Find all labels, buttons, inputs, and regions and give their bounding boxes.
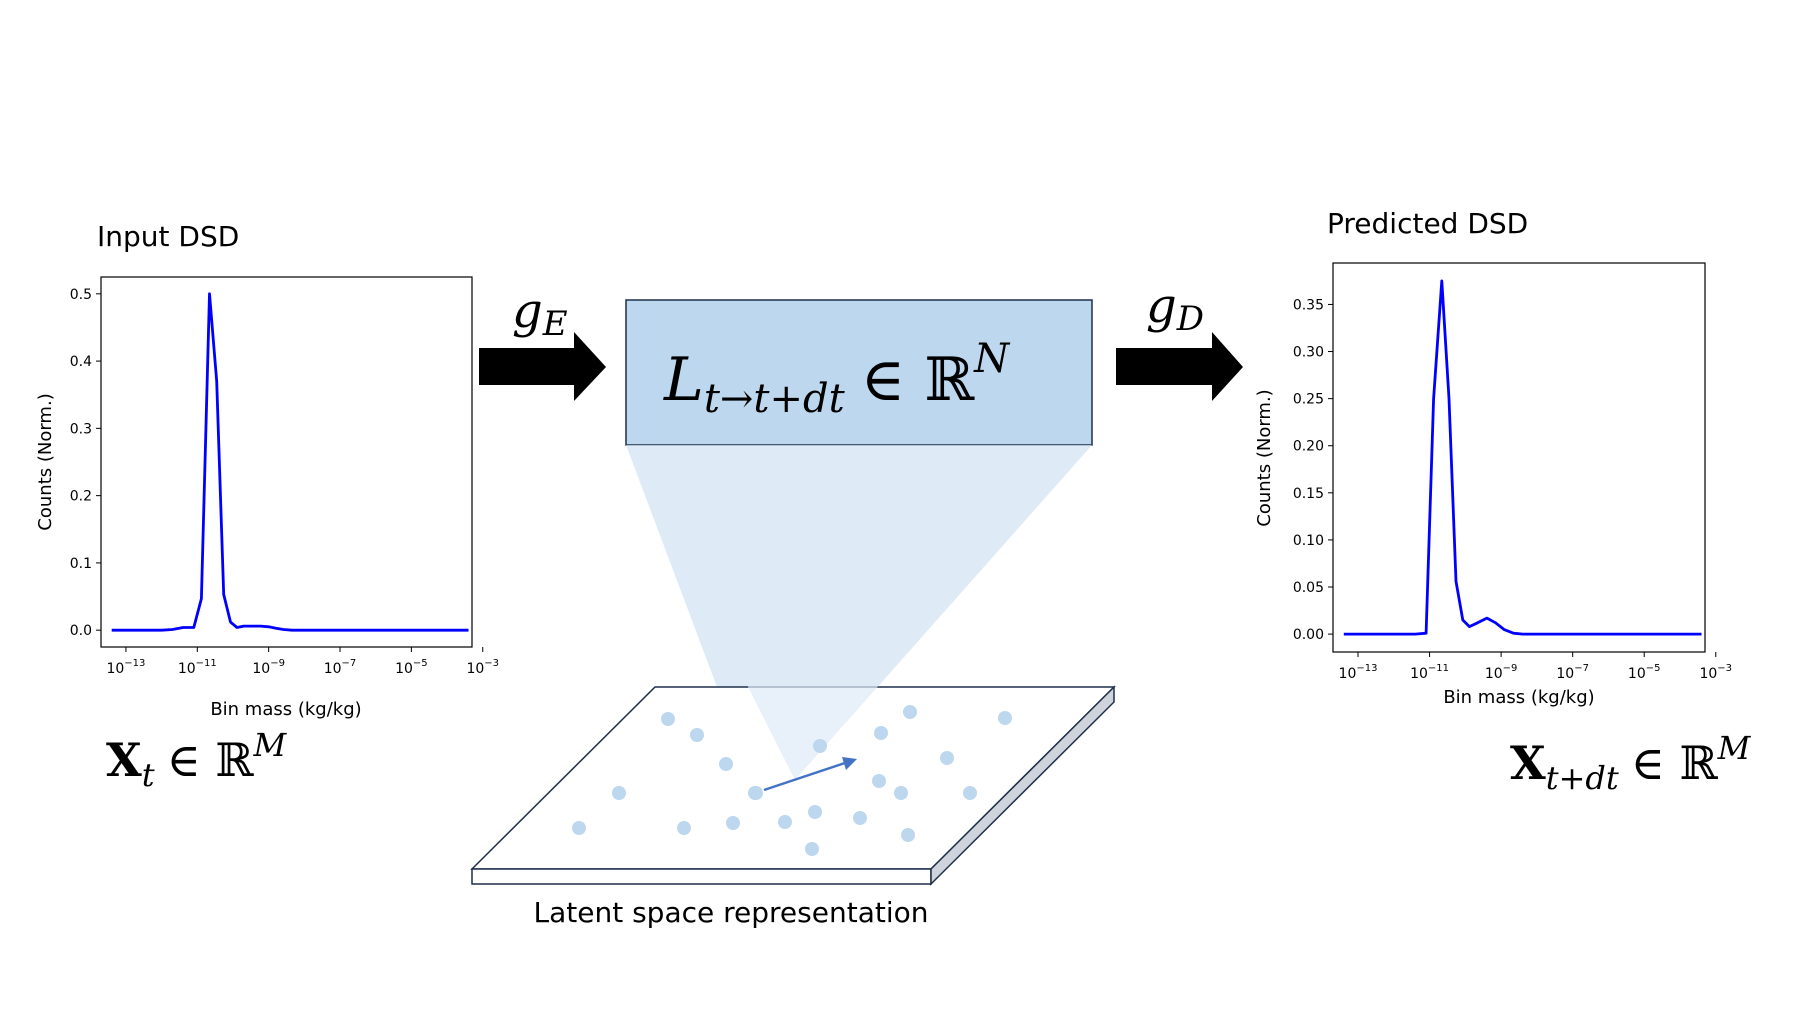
x-tick-label: 10−7 bbox=[324, 658, 357, 677]
latent-symbol-sub: t→t+dt bbox=[704, 376, 846, 422]
x-tick-label: 10−13 bbox=[1339, 663, 1378, 682]
latent-point bbox=[661, 712, 675, 726]
latent-point bbox=[903, 705, 917, 719]
x-tick-label: 10−11 bbox=[1410, 663, 1449, 682]
y-tick-label: 0.00 bbox=[1293, 627, 1324, 643]
input-symbol-in: ∈ ℝ bbox=[167, 733, 255, 787]
latent-space-plane: Latent space representation bbox=[470, 445, 1116, 929]
latent-point bbox=[872, 774, 886, 788]
latent-point bbox=[726, 816, 740, 830]
latent-point bbox=[963, 786, 977, 800]
y-tick-label: 0.35 bbox=[1293, 297, 1324, 313]
encoder-label: gE bbox=[512, 283, 568, 344]
y-tick-label: 0.20 bbox=[1293, 439, 1324, 455]
y-tick-label: 0.1 bbox=[70, 556, 92, 572]
x-tick-label: 10−3 bbox=[466, 658, 499, 677]
latent-plane-side bbox=[930, 685, 1115, 886]
decoder-sub: D bbox=[1176, 299, 1204, 339]
latent-transition-arrow bbox=[763, 757, 857, 792]
x-tick-label: 10−7 bbox=[1556, 663, 1589, 682]
x-tick-label: 10−3 bbox=[1699, 663, 1732, 682]
latent-point bbox=[612, 786, 626, 800]
y-tick-label: 0.15 bbox=[1293, 486, 1324, 502]
output-x-axis-label: Bin mass (kg/kg) bbox=[1443, 687, 1594, 708]
latent-symbol-in: ∈ ℝ bbox=[861, 345, 975, 415]
input-dsd-line bbox=[111, 292, 469, 632]
y-tick-label: 0.4 bbox=[70, 354, 92, 370]
encoder-arrow-shape bbox=[479, 332, 606, 401]
latent-point bbox=[677, 821, 691, 835]
predicted-dsd-chart: Bin mass (kg/kg) Counts (Norm.) 10−13 10−… bbox=[1254, 262, 1732, 708]
x-tick-label: 10−13 bbox=[106, 658, 145, 677]
latent-point bbox=[998, 711, 1012, 725]
output-symbol-sub: t+dt bbox=[1546, 759, 1619, 797]
encoder-sub: E bbox=[542, 304, 568, 344]
predicted-dsd-line bbox=[1343, 279, 1702, 636]
latent-cone-overlay bbox=[626, 445, 1092, 780]
decoder-arrow-shape bbox=[1116, 332, 1243, 401]
predicted-dsd-panel: Predicted DSD Bin mass (kg/kg) Counts (N… bbox=[1254, 207, 1752, 797]
latent-points bbox=[572, 705, 1012, 856]
input-dsd-title: Input DSD bbox=[97, 220, 239, 253]
latent-point-origin bbox=[749, 786, 763, 800]
latent-point bbox=[808, 805, 822, 819]
y-tick-label: 0.0 bbox=[70, 623, 92, 639]
x-tick-label: 10−9 bbox=[1485, 663, 1518, 682]
latent-symbol-sup: N bbox=[973, 336, 1011, 382]
y-tick-label: 0.05 bbox=[1293, 580, 1324, 596]
encoder-symbol: g bbox=[512, 283, 543, 339]
encoder-arrow: gE bbox=[479, 283, 606, 401]
y-tick-label: 0.3 bbox=[70, 421, 92, 437]
input-chart-frame bbox=[100, 276, 473, 648]
decoder-symbol: g bbox=[1146, 278, 1177, 334]
output-symbol-sup: M bbox=[1717, 729, 1752, 767]
latent-point bbox=[572, 821, 586, 835]
output-chart-frame bbox=[1332, 262, 1706, 653]
latent-symbol-main: L bbox=[663, 345, 704, 415]
y-tick-label: 0.30 bbox=[1293, 345, 1324, 361]
latent-arrow-head bbox=[842, 757, 857, 770]
latent-plane-front bbox=[471, 868, 932, 885]
latent-point bbox=[853, 811, 867, 825]
y-tick-label: 0.10 bbox=[1293, 533, 1324, 549]
latent-arrow-shaft bbox=[763, 761, 846, 792]
latent-point bbox=[940, 751, 954, 765]
predicted-dsd-title: Predicted DSD bbox=[1327, 207, 1528, 240]
latent-point bbox=[813, 739, 827, 753]
input-state-symbol: Xt ∈ ℝM bbox=[106, 726, 287, 794]
x-tick-label: 10−9 bbox=[252, 658, 285, 677]
latent-point bbox=[805, 842, 819, 856]
input-dsd-panel: Input DSD Bin mass (kg/kg) Counts (Norm.… bbox=[35, 220, 499, 794]
x-tick-label: 10−5 bbox=[395, 658, 428, 677]
decoder-label: gD bbox=[1146, 278, 1204, 339]
input-x-axis-label: Bin mass (kg/kg) bbox=[210, 699, 361, 720]
input-symbol-sub: t bbox=[142, 756, 155, 794]
latent-point bbox=[690, 728, 704, 742]
x-tick-label: 10−5 bbox=[1628, 663, 1661, 682]
input-dsd-chart: Bin mass (kg/kg) Counts (Norm.) 10−13 10−… bbox=[35, 276, 499, 720]
decoder-arrow: gD bbox=[1116, 278, 1243, 401]
y-tick-label: 0.25 bbox=[1293, 392, 1324, 408]
latent-symbol: Lt→t+dt ∈ ℝN bbox=[663, 336, 1011, 422]
input-y-axis-label: Counts (Norm.) bbox=[35, 393, 56, 530]
latent-point bbox=[894, 786, 908, 800]
latent-point bbox=[901, 828, 915, 842]
output-symbol-main: X bbox=[1510, 736, 1546, 790]
output-y-axis-label: Counts (Norm.) bbox=[1254, 389, 1275, 526]
output-state-symbol: Xt+dt ∈ ℝM bbox=[1510, 729, 1752, 797]
latent-point bbox=[719, 757, 733, 771]
latent-point bbox=[778, 815, 792, 829]
y-tick-label: 0.5 bbox=[70, 287, 92, 303]
latent-point bbox=[874, 726, 888, 740]
y-tick-label: 0.2 bbox=[70, 489, 92, 505]
latent-box-frame bbox=[625, 299, 1093, 446]
x-tick-label: 10−11 bbox=[178, 658, 217, 677]
latent-space-caption: Latent space representation bbox=[534, 896, 929, 929]
output-symbol-in: ∈ ℝ bbox=[1631, 736, 1719, 790]
input-symbol-sup: M bbox=[252, 726, 287, 764]
input-symbol-main: X bbox=[106, 733, 142, 787]
